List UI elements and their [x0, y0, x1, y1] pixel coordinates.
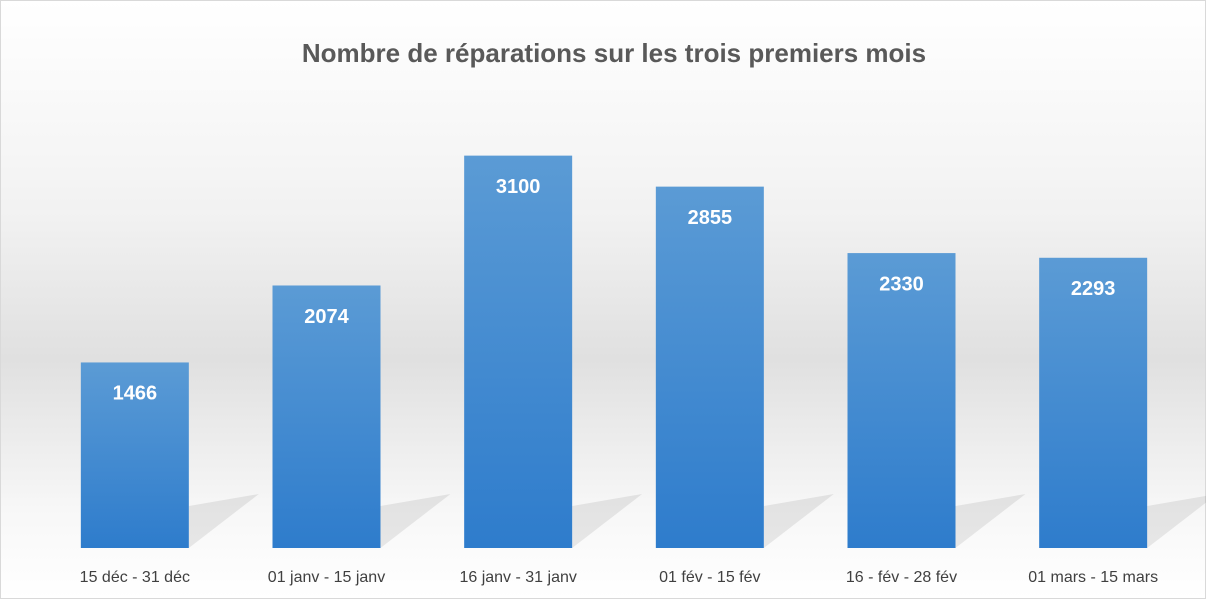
- bar-shadow: [955, 494, 1026, 548]
- bar: [464, 155, 573, 548]
- bar-shadow: [1147, 495, 1206, 548]
- x-tick-label: 16 - fév - 28 fév: [846, 569, 957, 586]
- bar-shadow: [572, 494, 643, 548]
- bar: [1039, 257, 1148, 548]
- x-tick-label: 16 janv - 31 janv: [459, 569, 576, 586]
- bar: [272, 285, 381, 548]
- x-tick-label: 15 déc - 31 déc: [80, 569, 190, 586]
- data-label: 2074: [304, 306, 349, 328]
- x-tick-label: 01 janv - 15 janv: [268, 569, 385, 586]
- data-label: 3100: [496, 176, 541, 198]
- x-tick-label: 01 fév - 15 fév: [659, 569, 760, 586]
- bar: [80, 362, 189, 548]
- bar-shadow: [188, 494, 259, 548]
- chart-title: Nombre de réparations sur les trois prem…: [302, 38, 926, 68]
- data-label: 2855: [688, 207, 733, 229]
- x-tick-label: 01 mars - 15 mars: [1028, 569, 1158, 586]
- bar: [655, 186, 764, 549]
- data-label: 1466: [113, 383, 158, 405]
- bar-shadow: [763, 494, 834, 548]
- bar-shadow: [380, 494, 451, 548]
- bar: [847, 253, 956, 549]
- data-label: 2330: [879, 273, 924, 295]
- data-label: 2293: [1071, 278, 1116, 300]
